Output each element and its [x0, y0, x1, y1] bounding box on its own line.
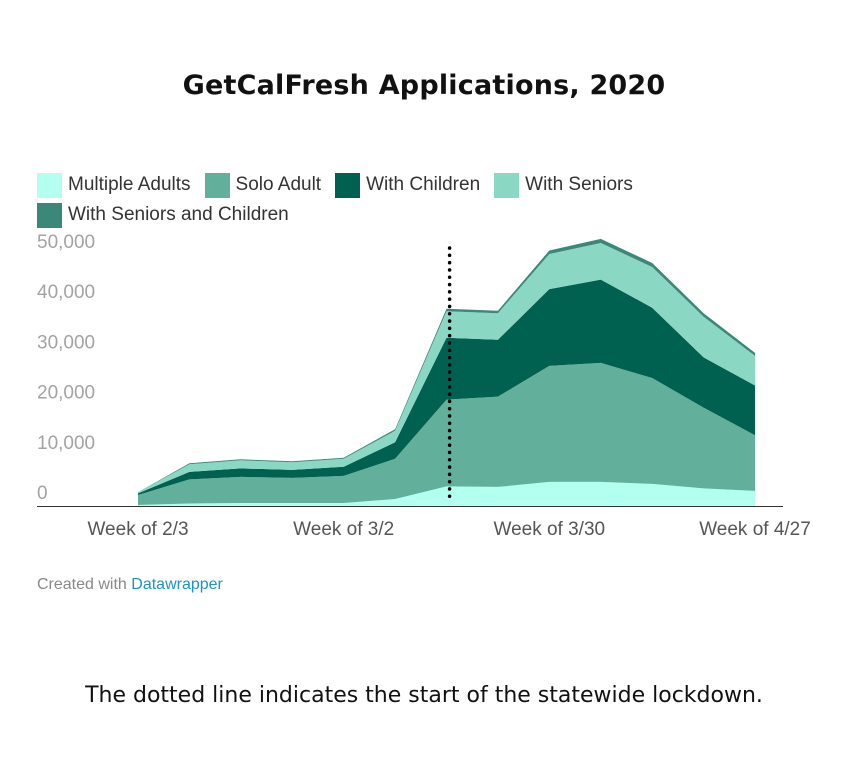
area-solo-adult	[138, 362, 755, 505]
y-tick-label: 10,000	[37, 433, 95, 454]
legend-row: Multiple Adults Solo Adult With Children…	[37, 170, 797, 200]
legend-swatch-multiple-adults	[37, 172, 62, 198]
y-axis-ticks: 0 10,000 20,000 30,000 40,000 50,000	[37, 232, 95, 504]
legend-item-with-children: With Children	[335, 172, 481, 198]
legend-item-with-seniors-and-children: With Seniors and Children	[37, 202, 289, 228]
y-tick-label: 30,000	[37, 332, 95, 353]
legend-swatch-solo-adult	[204, 172, 230, 198]
y-tick-label: 50,000	[37, 232, 95, 253]
x-axis-ticks: Week of 2/3 Week of 3/2 Week of 3/30 Week o…	[87, 519, 810, 540]
legend-row: With Seniors and Children	[37, 200, 797, 230]
x-tick-label: Week of 3/30	[493, 519, 605, 540]
legend-swatch-with-seniors-and-children	[37, 202, 62, 228]
area-with-seniors	[138, 243, 755, 494]
y-tick-label: 40,000	[37, 282, 95, 303]
chart-title: GetCalFresh Applications, 2020	[182, 70, 666, 101]
x-tick-label: Week of 3/2	[293, 519, 394, 540]
chart-caption: The dotted line indicates the start of t…	[85, 683, 763, 708]
x-tick-label: Week of 2/3	[87, 519, 188, 540]
legend-label: Solo Adult	[235, 174, 322, 195]
datawrapper-link[interactable]: Datawrapper	[131, 576, 223, 593]
legend-swatch-with-seniors	[494, 172, 520, 198]
area-with-children	[138, 279, 755, 495]
legend-item-solo-adult: Solo Adult	[204, 172, 322, 198]
credit-prefix: Created with	[37, 576, 132, 593]
y-tick-label: 20,000	[37, 383, 95, 404]
chart-legend: Multiple Adults Solo Adult With Children…	[37, 170, 797, 230]
area-layers	[138, 238, 755, 506]
legend-label: With Seniors and Children	[68, 204, 289, 225]
area-multiple-adults	[138, 481, 755, 506]
legend-label: With Seniors	[525, 174, 633, 195]
y-tick-label: 0	[37, 483, 48, 504]
legend-swatch-with-children	[335, 172, 361, 198]
legend-label: With Children	[366, 174, 481, 195]
legend-item-with-seniors: With Seniors	[494, 172, 633, 198]
stacked-area-chart: 0 10,000 20,000 30,000 40,000 50,000 Week of …	[37, 232, 811, 540]
legend-label: Multiple Adults	[68, 174, 191, 195]
credit-line: Created with Datawrapper	[37, 576, 223, 594]
x-tick-label: Week of 4/27	[699, 519, 811, 540]
legend-item-multiple-adults: Multiple Adults	[37, 172, 191, 198]
